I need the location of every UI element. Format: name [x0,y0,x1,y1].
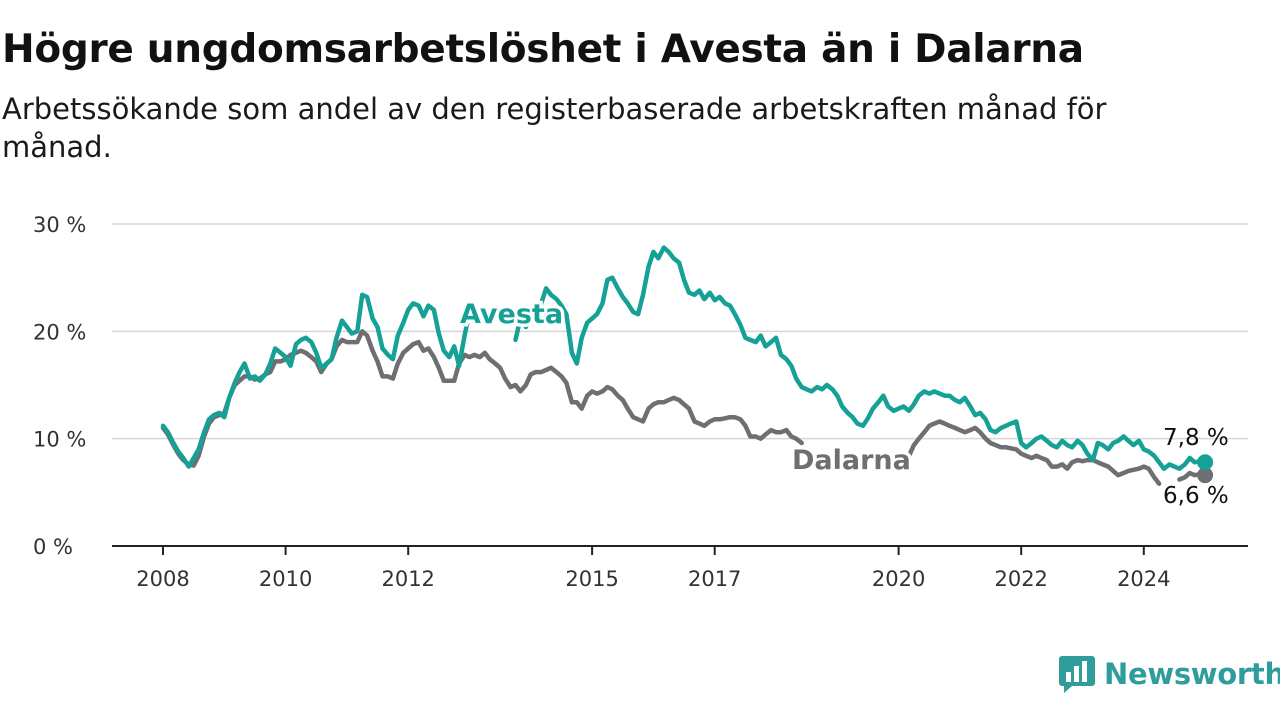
avesta-series-label: Avesta [460,299,563,330]
avesta-line [513,245,1208,471]
dalarna-end-label: 6,6 % [1163,483,1229,509]
y-axis-tick-labels: 0 % 10 % 20 % 30 % [33,213,86,559]
chart-title: Högre ungdomsarbetslöshet i Avesta än i … [2,27,1084,72]
newsworthy-logo-icon [1059,656,1095,693]
y-tick-label: 30 % [33,213,86,237]
y-tick-label: 20 % [33,320,86,344]
x-tick-label: 2022 [994,567,1047,591]
x-tick-label: 2020 [872,567,925,591]
dalarna-end-point [1197,467,1214,484]
dalarna-line [160,329,804,468]
x-axis-ticks: 2008 2010 2012 2015 2017 2020 2022 2024 [136,546,1171,591]
x-tick-label: 2017 [688,567,741,591]
avesta-line [160,292,472,469]
x-tick-label: 2008 [136,567,189,591]
y-tick-label: 0 % [33,535,73,559]
x-tick-label: 2010 [259,567,312,591]
x-tick-label: 2012 [381,567,434,591]
avesta-end-point [1197,454,1214,471]
x-tick-label: 2024 [1117,567,1170,591]
dalarna-series-label: Dalarna [792,445,911,476]
x-tick-label: 2015 [565,567,618,591]
series-labels: Avesta Dalarna 7,8 % 6,6 % [457,296,1229,510]
chart-subtitle: Arbetssökande som andel av den registerb… [2,92,1107,164]
dalarna-line [906,419,1162,486]
avesta-end-label: 7,8 % [1163,425,1229,451]
y-tick-label: 10 % [33,428,86,452]
brand-name: Newsworthy [1104,657,1280,691]
series-lines [160,245,1214,486]
newsworthy-brand: Newsworthy [1058,652,1280,696]
grid-lines [112,223,1248,440]
